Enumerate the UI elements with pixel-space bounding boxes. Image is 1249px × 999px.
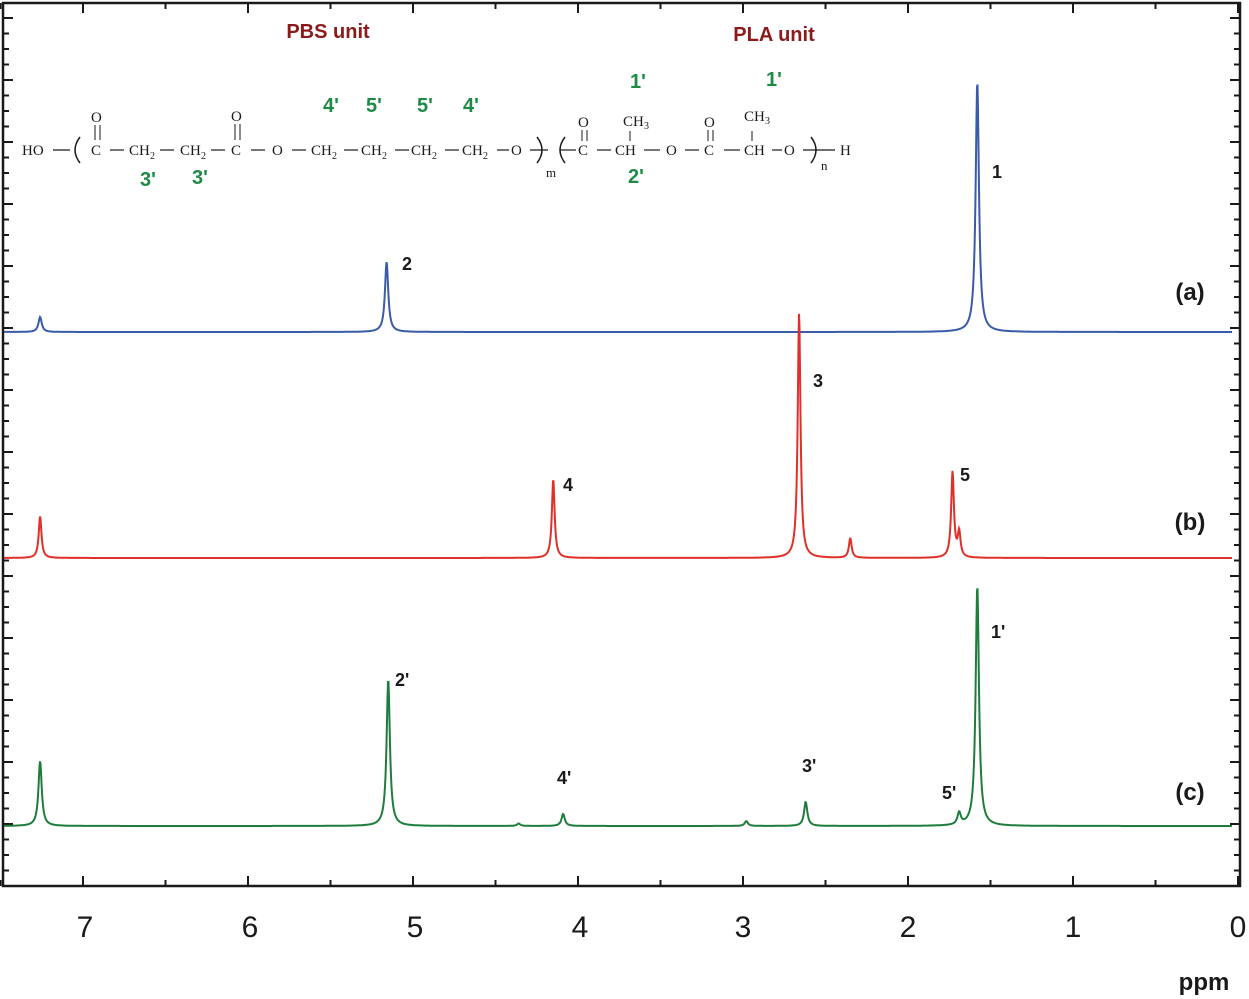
x-tick-label-3: 3 [735,911,752,944]
svg-text:2: 2 [201,151,206,162]
peak-label-a2: 2 [402,254,412,274]
assignment-5prime-b: 5' [417,95,433,117]
svg-text:O: O [578,115,589,131]
svg-text:CH: CH [180,143,201,159]
svg-text:3: 3 [644,121,649,132]
svg-text:3: 3 [765,116,770,127]
svg-text:CH: CH [129,143,150,159]
x-axis-ticks [0,3,1239,886]
svg-text:n: n [821,158,828,173]
plot-frame [1,1,1242,888]
spectrum-trace-c [4,588,1232,827]
peak-label-b5: 5 [960,465,970,485]
svg-text:C: C [231,143,241,159]
x-axis-title: ppm [1179,969,1230,996]
svg-text:2: 2 [382,151,387,162]
assignment-1prime-a: 1' [630,71,646,93]
assignment-1prime-b: 1' [766,69,782,91]
chemical-structure: PBS unit PLA unit 4' 5' 5' 4' 1' 1' 3' 3… [22,21,851,191]
structure-chain: HO C O CH 2 CH 2 C O O CH 2 CH 2 CH 2 [22,109,851,180]
x-tick-labels: 7 6 5 4 3 2 1 0 [77,911,1247,944]
svg-text:O: O [784,143,795,159]
peak-label-c1: 1' [991,622,1005,642]
svg-text:H: H [840,143,851,159]
svg-text:CH: CH [744,143,765,159]
svg-text:CH: CH [462,143,483,159]
svg-text:O: O [666,143,677,159]
svg-text:C: C [704,143,714,159]
svg-text:2: 2 [483,151,488,162]
svg-text:O: O [704,115,715,131]
y-axis-ticks [3,17,1240,872]
x-tick-label-1: 1 [1065,911,1082,944]
x-tick-label-5: 5 [407,911,424,944]
trace-label-c: (c) [1175,779,1204,806]
assignment-4prime-b: 4' [463,95,479,117]
peak-label-a1: 1 [992,162,1002,182]
x-tick-label-2: 2 [900,911,917,944]
pbs-unit-title: PBS unit [286,21,370,43]
assignment-5prime-a: 5' [366,95,382,117]
spectrum-trace-a [4,84,1232,333]
trace-label-a: (a) [1175,279,1204,306]
peak-label-b3: 3 [813,371,823,391]
svg-text:O: O [231,109,242,125]
svg-text:CH: CH [311,143,332,159]
svg-text:O: O [91,110,102,126]
svg-text:2: 2 [432,151,437,162]
peak-label-c5: 5' [942,783,956,803]
svg-text:CH: CH [744,109,765,125]
peak-label-c4: 4' [557,768,571,788]
svg-text:HO: HO [22,143,44,159]
pla-unit-title: PLA unit [733,24,815,46]
assignment-3prime-b: 3' [192,167,208,189]
peak-label-b4: 4 [563,475,573,495]
assignment-3prime-a: 3' [140,169,156,191]
assignment-2prime: 2' [628,166,644,188]
svg-text:2: 2 [150,151,155,162]
x-tick-label-0: 0 [1230,911,1247,944]
svg-text:CH: CH [623,114,644,130]
x-tick-label-4: 4 [572,911,589,944]
x-tick-label-7: 7 [77,911,94,944]
svg-text:CH: CH [411,143,432,159]
svg-text:CH: CH [361,143,382,159]
svg-text:C: C [91,143,101,159]
svg-text:C: C [578,143,588,159]
svg-text:O: O [511,143,522,159]
svg-text:O: O [272,143,283,159]
spectrum-trace-b [4,313,1232,559]
trace-label-b: (b) [1175,509,1206,536]
peak-label-c2: 2' [395,670,409,690]
assignment-4prime-a: 4' [323,95,339,117]
svg-text:2: 2 [332,151,337,162]
svg-text:m: m [546,165,556,180]
peak-label-c3: 3' [802,756,816,776]
svg-text:CH: CH [615,143,636,159]
x-tick-label-6: 6 [242,911,259,944]
